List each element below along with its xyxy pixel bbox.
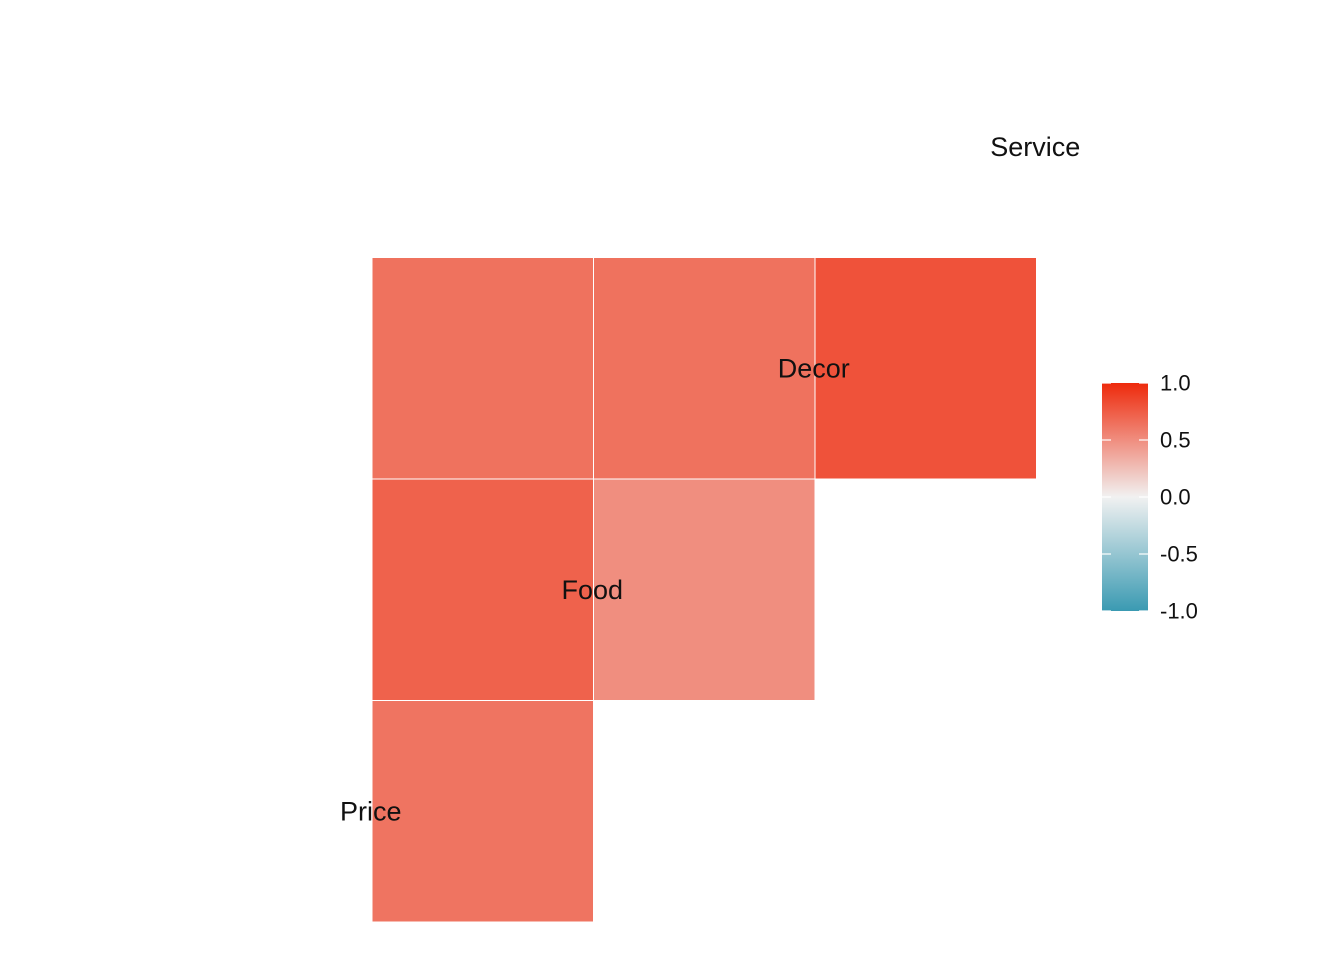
legend-tick-label: 0.0 <box>1160 485 1191 510</box>
heatmap-cell-food-price <box>371 700 594 923</box>
color-legend: 1.0 0.5 0.0 -0.5 -1.0 <box>1102 371 1198 624</box>
variable-labels: Price Food Decor Service <box>340 132 1080 827</box>
heatmap-cell-service-decor <box>814 257 1037 480</box>
variable-label-food: Food <box>561 575 623 605</box>
legend-tick-label: 1.0 <box>1160 371 1191 396</box>
heatmap-cell-decor-price <box>371 478 594 701</box>
legend-ticks: 1.0 0.5 0.0 -0.5 -1.0 <box>1102 371 1198 624</box>
heatmap-cells <box>371 257 1037 923</box>
heatmap-cell-service-price <box>371 257 594 480</box>
variable-label-price: Price <box>340 796 402 826</box>
legend-tick-label: 0.5 <box>1160 428 1191 453</box>
legend-tick-label: -1.0 <box>1160 599 1198 624</box>
legend-tick-label: -0.5 <box>1160 542 1198 567</box>
variable-label-decor: Decor <box>778 353 850 383</box>
heatmap-cell-service-food <box>593 257 816 480</box>
heatmap-cell-decor-food <box>593 478 816 701</box>
variable-label-service: Service <box>990 132 1080 162</box>
